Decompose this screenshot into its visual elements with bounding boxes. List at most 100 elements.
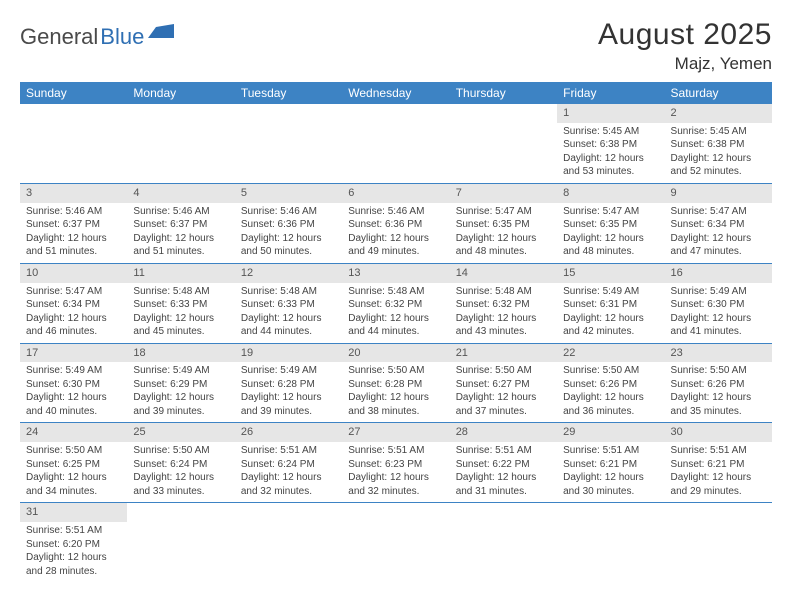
- sunset: Sunset: 6:28 PM: [348, 378, 443, 392]
- sunrise: Sunrise: 5:48 AM: [241, 285, 336, 299]
- day-body: Sunrise: 5:50 AMSunset: 6:26 PMDaylight:…: [557, 362, 664, 422]
- sunset: Sunset: 6:29 PM: [133, 378, 228, 392]
- sunrise: Sunrise: 5:47 AM: [456, 205, 551, 219]
- daylight: Daylight: 12 hours and 46 minutes.: [26, 312, 121, 339]
- daylight: Daylight: 12 hours and 31 minutes.: [456, 471, 551, 498]
- calendar-cell: 23Sunrise: 5:50 AMSunset: 6:26 PMDayligh…: [665, 343, 772, 423]
- calendar-body: 1Sunrise: 5:45 AMSunset: 6:38 PMDaylight…: [20, 104, 772, 582]
- sunset: Sunset: 6:30 PM: [671, 298, 766, 312]
- calendar-cell: 14Sunrise: 5:48 AMSunset: 6:32 PMDayligh…: [450, 263, 557, 343]
- daylight: Daylight: 12 hours and 45 minutes.: [133, 312, 228, 339]
- calendar-cell: [557, 503, 664, 582]
- weekday-wed: Wednesday: [342, 82, 449, 104]
- daylight: Daylight: 12 hours and 36 minutes.: [563, 391, 658, 418]
- sunset: Sunset: 6:21 PM: [563, 458, 658, 472]
- sunset: Sunset: 6:38 PM: [563, 138, 658, 152]
- sunset: Sunset: 6:33 PM: [133, 298, 228, 312]
- sunrise: Sunrise: 5:47 AM: [671, 205, 766, 219]
- sunset: Sunset: 6:32 PM: [348, 298, 443, 312]
- daylight: Daylight: 12 hours and 51 minutes.: [26, 232, 121, 259]
- sunrise: Sunrise: 5:46 AM: [241, 205, 336, 219]
- day-number: 12: [235, 264, 342, 283]
- daylight: Daylight: 12 hours and 50 minutes.: [241, 232, 336, 259]
- calendar-cell: [127, 104, 234, 183]
- sunrise: Sunrise: 5:46 AM: [26, 205, 121, 219]
- sunset: Sunset: 6:34 PM: [671, 218, 766, 232]
- day-body: Sunrise: 5:46 AMSunset: 6:37 PMDaylight:…: [20, 203, 127, 263]
- daylight: Daylight: 12 hours and 34 minutes.: [26, 471, 121, 498]
- sunrise: Sunrise: 5:48 AM: [456, 285, 551, 299]
- location: Majz, Yemen: [598, 54, 772, 74]
- month-title: August 2025: [598, 18, 772, 52]
- calendar-cell: 24Sunrise: 5:50 AMSunset: 6:25 PMDayligh…: [20, 423, 127, 503]
- sunrise: Sunrise: 5:47 AM: [26, 285, 121, 299]
- calendar-cell: 11Sunrise: 5:48 AMSunset: 6:33 PMDayligh…: [127, 263, 234, 343]
- daylight: Daylight: 12 hours and 38 minutes.: [348, 391, 443, 418]
- day-body: Sunrise: 5:51 AMSunset: 6:21 PMDaylight:…: [665, 442, 772, 502]
- sunrise: Sunrise: 5:45 AM: [563, 125, 658, 139]
- day-number: 13: [342, 264, 449, 283]
- day-number: 8: [557, 184, 664, 203]
- daylight: Daylight: 12 hours and 29 minutes.: [671, 471, 766, 498]
- calendar-cell: [235, 104, 342, 183]
- calendar-cell: 31Sunrise: 5:51 AMSunset: 6:20 PMDayligh…: [20, 503, 127, 582]
- sunrise: Sunrise: 5:50 AM: [671, 364, 766, 378]
- daylight: Daylight: 12 hours and 40 minutes.: [26, 391, 121, 418]
- calendar-cell: [450, 104, 557, 183]
- sunrise: Sunrise: 5:51 AM: [563, 444, 658, 458]
- day-body: Sunrise: 5:47 AMSunset: 6:34 PMDaylight:…: [20, 283, 127, 343]
- day-body: Sunrise: 5:50 AMSunset: 6:24 PMDaylight:…: [127, 442, 234, 502]
- sunset: Sunset: 6:31 PM: [563, 298, 658, 312]
- day-body: Sunrise: 5:46 AMSunset: 6:36 PMDaylight:…: [235, 203, 342, 263]
- sunrise: Sunrise: 5:47 AM: [563, 205, 658, 219]
- day-body: Sunrise: 5:47 AMSunset: 6:35 PMDaylight:…: [557, 203, 664, 263]
- day-body: Sunrise: 5:49 AMSunset: 6:30 PMDaylight:…: [665, 283, 772, 343]
- sunrise: Sunrise: 5:49 AM: [563, 285, 658, 299]
- sunrise: Sunrise: 5:50 AM: [26, 444, 121, 458]
- calendar-cell: 29Sunrise: 5:51 AMSunset: 6:21 PMDayligh…: [557, 423, 664, 503]
- daylight: Daylight: 12 hours and 33 minutes.: [133, 471, 228, 498]
- day-number: 15: [557, 264, 664, 283]
- day-body: Sunrise: 5:48 AMSunset: 6:33 PMDaylight:…: [235, 283, 342, 343]
- sunset: Sunset: 6:33 PM: [241, 298, 336, 312]
- weekday-sat: Saturday: [665, 82, 772, 104]
- day-body: Sunrise: 5:46 AMSunset: 6:37 PMDaylight:…: [127, 203, 234, 263]
- weekday-thu: Thursday: [450, 82, 557, 104]
- day-body: Sunrise: 5:50 AMSunset: 6:26 PMDaylight:…: [665, 362, 772, 422]
- day-body: Sunrise: 5:51 AMSunset: 6:20 PMDaylight:…: [20, 522, 127, 582]
- sunset: Sunset: 6:34 PM: [26, 298, 121, 312]
- day-number: 29: [557, 423, 664, 442]
- daylight: Daylight: 12 hours and 43 minutes.: [456, 312, 551, 339]
- calendar-cell: 25Sunrise: 5:50 AMSunset: 6:24 PMDayligh…: [127, 423, 234, 503]
- day-number: 19: [235, 344, 342, 363]
- sunset: Sunset: 6:26 PM: [671, 378, 766, 392]
- calendar-cell: 20Sunrise: 5:50 AMSunset: 6:28 PMDayligh…: [342, 343, 449, 423]
- calendar-cell: 8Sunrise: 5:47 AMSunset: 6:35 PMDaylight…: [557, 183, 664, 263]
- day-number: 23: [665, 344, 772, 363]
- calendar-row: 31Sunrise: 5:51 AMSunset: 6:20 PMDayligh…: [20, 503, 772, 582]
- calendar-cell: 22Sunrise: 5:50 AMSunset: 6:26 PMDayligh…: [557, 343, 664, 423]
- daylight: Daylight: 12 hours and 48 minutes.: [563, 232, 658, 259]
- sunrise: Sunrise: 5:51 AM: [241, 444, 336, 458]
- sunrise: Sunrise: 5:49 AM: [133, 364, 228, 378]
- weekday-tue: Tuesday: [235, 82, 342, 104]
- day-number: 4: [127, 184, 234, 203]
- daylight: Daylight: 12 hours and 39 minutes.: [241, 391, 336, 418]
- sunrise: Sunrise: 5:49 AM: [241, 364, 336, 378]
- sunset: Sunset: 6:25 PM: [26, 458, 121, 472]
- daylight: Daylight: 12 hours and 39 minutes.: [133, 391, 228, 418]
- calendar-cell: [342, 503, 449, 582]
- calendar-cell: [127, 503, 234, 582]
- calendar-cell: 17Sunrise: 5:49 AMSunset: 6:30 PMDayligh…: [20, 343, 127, 423]
- day-body: Sunrise: 5:51 AMSunset: 6:21 PMDaylight:…: [557, 442, 664, 502]
- sunset: Sunset: 6:26 PM: [563, 378, 658, 392]
- day-body: Sunrise: 5:45 AMSunset: 6:38 PMDaylight:…: [557, 123, 664, 183]
- calendar-cell: [20, 104, 127, 183]
- sunrise: Sunrise: 5:45 AM: [671, 125, 766, 139]
- day-body: Sunrise: 5:49 AMSunset: 6:30 PMDaylight:…: [20, 362, 127, 422]
- daylight: Daylight: 12 hours and 35 minutes.: [671, 391, 766, 418]
- sunset: Sunset: 6:21 PM: [671, 458, 766, 472]
- day-number: 22: [557, 344, 664, 363]
- header: GeneralBlue August 2025 Majz, Yemen: [20, 18, 772, 74]
- day-number: 17: [20, 344, 127, 363]
